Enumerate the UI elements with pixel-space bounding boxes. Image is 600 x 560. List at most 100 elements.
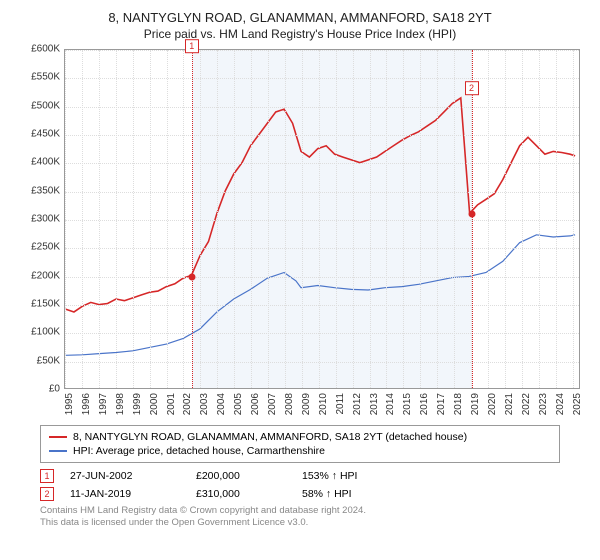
x-tick-label: 1998 xyxy=(115,393,126,415)
gridline-h xyxy=(65,163,579,164)
x-tick-label: 2025 xyxy=(572,393,583,415)
gridline-v xyxy=(99,50,100,388)
event-row-marker: 1 xyxy=(40,469,54,483)
event-row-marker: 2 xyxy=(40,487,54,501)
y-tick-label: £200K xyxy=(31,270,60,281)
series-price_paid xyxy=(66,98,576,312)
x-tick-label: 2011 xyxy=(335,393,346,415)
gridline-h xyxy=(65,305,579,306)
gridline-h xyxy=(65,362,579,363)
x-tick-label: 2007 xyxy=(267,393,278,415)
y-tick-label: £550K xyxy=(31,72,60,83)
gridline-h xyxy=(65,107,579,108)
gridline-v xyxy=(200,50,201,388)
gridline-v xyxy=(234,50,235,388)
event-row-price: £310,000 xyxy=(196,488,286,500)
y-tick-label: £450K xyxy=(31,129,60,140)
chart-area: £0£50K£100K£150K£200K£250K£300K£350K£400… xyxy=(20,49,580,419)
event-marker-2: 2 xyxy=(465,81,479,95)
y-tick-label: £350K xyxy=(31,185,60,196)
x-tick-label: 2013 xyxy=(369,393,380,415)
event-row: 211-JAN-2019£310,00058% ↑ HPI xyxy=(40,485,560,503)
gridline-v xyxy=(420,50,421,388)
gridline-v xyxy=(133,50,134,388)
event-row-price: £200,000 xyxy=(196,470,286,482)
gridline-v xyxy=(556,50,557,388)
gridline-h xyxy=(65,192,579,193)
gridline-v xyxy=(285,50,286,388)
x-tick-label: 2014 xyxy=(385,393,396,415)
x-tick-label: 2017 xyxy=(436,393,447,415)
y-tick-label: £300K xyxy=(31,214,60,225)
gridline-v xyxy=(488,50,489,388)
event-dot-2 xyxy=(468,211,475,218)
gridline-v xyxy=(403,50,404,388)
gridline-h xyxy=(65,277,579,278)
chart-container: 8, NANTYGLYN ROAD, GLANAMMAN, AMMANFORD,… xyxy=(0,0,600,560)
x-tick-label: 2010 xyxy=(318,393,329,415)
footer-line-2: This data is licensed under the Open Gov… xyxy=(40,517,560,529)
events-table: 127-JUN-2002£200,000153% ↑ HPI211-JAN-20… xyxy=(40,467,560,503)
x-tick-label: 2001 xyxy=(166,393,177,415)
x-tick-label: 2003 xyxy=(199,393,210,415)
x-tick-label: 2004 xyxy=(216,393,227,415)
x-tick-label: 2005 xyxy=(233,393,244,415)
gridline-v xyxy=(251,50,252,388)
y-tick-label: £0 xyxy=(49,384,60,395)
gridline-v xyxy=(539,50,540,388)
x-tick-label: 2016 xyxy=(419,393,430,415)
event-row: 1 27-JUN-2002 £200,000 153% ↑ HPI xyxy=(40,467,560,485)
x-tick-label: 2023 xyxy=(538,393,549,415)
legend-label: 8, NANTYGLYN ROAD, GLANAMMAN, AMMANFORD,… xyxy=(73,431,467,443)
gridline-h xyxy=(65,50,579,51)
gridline-v xyxy=(454,50,455,388)
x-tick-label: 2020 xyxy=(487,393,498,415)
gridline-h xyxy=(65,135,579,136)
gridline-v xyxy=(65,50,66,388)
event-line-2 xyxy=(472,50,473,388)
x-tick-label: 1995 xyxy=(64,393,75,415)
chart-title: 8, NANTYGLYN ROAD, GLANAMMAN, AMMANFORD,… xyxy=(20,10,580,25)
gridline-v xyxy=(319,50,320,388)
x-tick-label: 2008 xyxy=(284,393,295,415)
x-tick-label: 2006 xyxy=(250,393,261,415)
x-tick-label: 1997 xyxy=(98,393,109,415)
x-tick-label: 2018 xyxy=(453,393,464,415)
x-tick-label: 2021 xyxy=(504,393,515,415)
x-tick-label: 2000 xyxy=(149,393,160,415)
gridline-v xyxy=(573,50,574,388)
y-tick-label: £50K xyxy=(37,355,60,366)
y-tick-label: £500K xyxy=(31,100,60,111)
footer-line-1: Contains HM Land Registry data © Crown c… xyxy=(40,505,560,517)
x-tick-label: 2015 xyxy=(402,393,413,415)
footer: Contains HM Land Registry data © Crown c… xyxy=(40,505,560,530)
legend-label: HPI: Average price, detached house, Carm… xyxy=(73,445,325,457)
gridline-v xyxy=(505,50,506,388)
event-marker-1: 1 xyxy=(185,39,199,53)
gridline-v xyxy=(167,50,168,388)
legend: 8, NANTYGLYN ROAD, GLANAMMAN, AMMANFORD,… xyxy=(40,425,560,463)
event-row-delta: 153% ↑ HPI xyxy=(302,470,357,482)
legend-row: 8, NANTYGLYN ROAD, GLANAMMAN, AMMANFORD,… xyxy=(49,430,551,444)
legend-swatch xyxy=(49,436,67,438)
plot-area: 12 xyxy=(64,49,580,389)
x-tick-label: 2009 xyxy=(301,393,312,415)
y-tick-label: £150K xyxy=(31,299,60,310)
x-tick-label: 2019 xyxy=(470,393,481,415)
gridline-v xyxy=(150,50,151,388)
event-row-delta: 58% ↑ HPI xyxy=(302,488,352,500)
x-tick-label: 1999 xyxy=(132,393,143,415)
gridline-v xyxy=(116,50,117,388)
event-dot-1 xyxy=(188,273,195,280)
chart-subtitle: Price paid vs. HM Land Registry's House … xyxy=(20,27,580,41)
line-svg xyxy=(65,50,579,388)
event-row-date: 27-JUN-2002 xyxy=(70,470,180,482)
x-tick-label: 2024 xyxy=(555,393,566,415)
gridline-v xyxy=(336,50,337,388)
y-tick-label: £100K xyxy=(31,327,60,338)
x-tick-label: 2022 xyxy=(521,393,532,415)
legend-swatch xyxy=(49,450,67,452)
gridline-v xyxy=(302,50,303,388)
event-line-1 xyxy=(192,50,193,388)
gridline-v xyxy=(370,50,371,388)
